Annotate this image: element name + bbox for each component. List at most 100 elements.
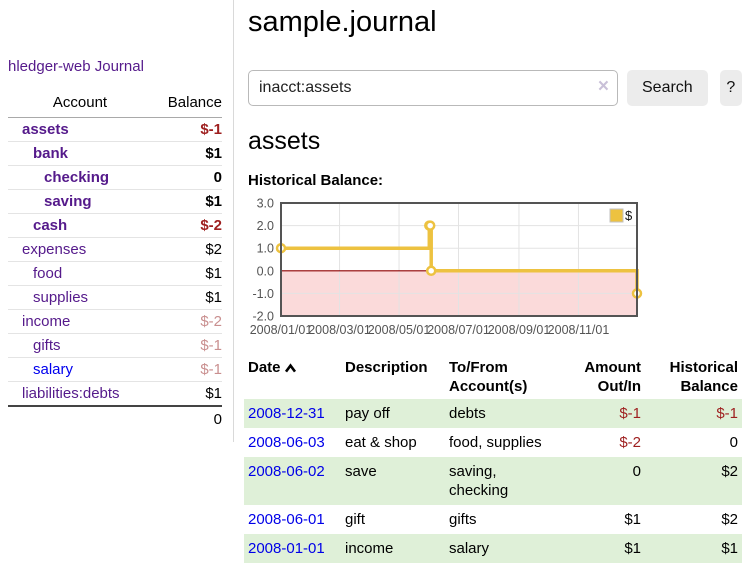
register-header-row: Date Description To/From Account(s) Amou… bbox=[244, 355, 742, 399]
account-row: saving $1 bbox=[8, 189, 222, 214]
account-balance: $1 bbox=[152, 381, 222, 407]
account-row: gifts $-1 bbox=[8, 333, 222, 358]
transaction-row: 2008-01-01 income salary $1 $1 bbox=[244, 534, 742, 563]
transaction-date-link[interactable]: 2008-12-31 bbox=[248, 405, 325, 422]
account-balance: $1 bbox=[152, 285, 222, 310]
sidebar-account-link-bank[interactable]: bank bbox=[33, 145, 69, 162]
transaction-balance: $2 bbox=[721, 463, 738, 480]
sidebar-account-link-expenses[interactable]: expenses bbox=[22, 241, 87, 258]
sidebar-account-link-cash[interactable]: cash bbox=[33, 217, 68, 234]
data-point-marker bbox=[424, 220, 436, 231]
transaction-accounts: food, supplies bbox=[449, 434, 542, 451]
x-axis-tick-label: 2008/03/01 bbox=[308, 323, 371, 337]
sidebar-account-link-saving[interactable]: saving bbox=[44, 193, 92, 210]
transaction-description: eat & shop bbox=[345, 434, 417, 451]
transaction-amount: $-1 bbox=[619, 405, 641, 422]
sidebar-item-journal[interactable]: Journal bbox=[94, 58, 144, 75]
search-input[interactable] bbox=[248, 70, 618, 106]
account-row: salary $-1 bbox=[8, 357, 222, 382]
account-row: expenses $2 bbox=[8, 237, 222, 262]
app-title-link[interactable]: hledger-web bbox=[8, 58, 91, 75]
transaction-date-link[interactable]: 2008-01-01 bbox=[248, 540, 325, 557]
clear-search-icon[interactable]: × bbox=[597, 76, 609, 97]
account-balance: $-2 bbox=[152, 309, 222, 334]
chart-legend: $ bbox=[609, 208, 633, 223]
accounts-total-value: 0 bbox=[152, 405, 222, 432]
transaction-date-link[interactable]: 2008-06-02 bbox=[248, 463, 325, 480]
account-balance: $-1 bbox=[152, 333, 222, 358]
help-button[interactable]: ? bbox=[719, 70, 742, 106]
x-axis-tick-label: 2008/11/01 bbox=[548, 323, 610, 337]
account-balance: $1 bbox=[152, 189, 222, 214]
transaction-accounts: saving, checking bbox=[449, 463, 509, 499]
transaction-description: pay off bbox=[345, 405, 390, 422]
x-axis-tick-label: 2008/01/01 bbox=[250, 323, 313, 337]
account-balance: 0 bbox=[152, 165, 222, 190]
data-point-marker bbox=[425, 265, 437, 277]
sidebar-account-link-gifts[interactable]: gifts bbox=[33, 337, 61, 354]
accounts-header-row: Account Balance bbox=[8, 91, 222, 118]
transaction-balance: 0 bbox=[729, 434, 738, 451]
y-axis-tick-label: -1.0 bbox=[252, 287, 274, 301]
register-header-date: Date bbox=[244, 355, 341, 399]
transaction-description: gift bbox=[345, 511, 366, 528]
account-balance: $-1 bbox=[152, 357, 222, 382]
transaction-balance: $2 bbox=[721, 511, 738, 528]
sidebar-account-link-salary[interactable]: salary bbox=[33, 361, 74, 378]
accounts-header-balance: Balance bbox=[152, 91, 222, 118]
register-header-date-label: Date bbox=[248, 359, 281, 376]
transaction-amount: 0 bbox=[632, 463, 641, 480]
account-balance: $2 bbox=[152, 237, 222, 262]
sidebar-account-link-food[interactable]: food bbox=[33, 265, 63, 282]
balance-chart-svg: $3.0 2.0 1.0 0.0 -1.0 -2.02008/01/012008/03/0… bbox=[250, 197, 643, 337]
account-row: checking 0 bbox=[8, 165, 222, 190]
register-header-balance: Historical Balance bbox=[669, 359, 738, 395]
account-row: assets $-1 bbox=[8, 117, 222, 142]
page-title: sample.journal bbox=[248, 6, 437, 38]
transaction-balance: $1 bbox=[721, 540, 738, 557]
transaction-date-link[interactable]: 2008-06-03 bbox=[248, 434, 325, 451]
transaction-row: 2008-12-31 pay off debts $-1 $-1 bbox=[244, 399, 742, 428]
transaction-accounts: gifts bbox=[449, 511, 477, 528]
accounts-total-spacer bbox=[8, 405, 152, 432]
account-balance: $-1 bbox=[152, 117, 222, 142]
transaction-row: 2008-06-01 gift gifts $1 $2 bbox=[244, 505, 742, 534]
sidebar-account-link-liabilities-debts[interactable]: liabilities:debts bbox=[22, 385, 120, 402]
svg-text:$: $ bbox=[625, 208, 633, 223]
register-table: Date Description To/From Account(s) Amou… bbox=[244, 355, 742, 563]
y-axis-tick-label: 1.0 bbox=[257, 242, 274, 256]
transaction-amount: $1 bbox=[624, 540, 641, 557]
register-header-description: Description bbox=[345, 359, 428, 376]
transaction-amount: $1 bbox=[624, 511, 641, 528]
chart-title: Historical Balance: bbox=[248, 172, 384, 189]
y-axis-tick-label: 3.0 bbox=[257, 197, 274, 211]
sidebar-account-link-checking[interactable]: checking bbox=[44, 169, 110, 186]
sidebar-account-link-income[interactable]: income bbox=[22, 313, 71, 330]
y-axis-tick-label: 2.0 bbox=[257, 219, 274, 233]
transaction-accounts: debts bbox=[449, 405, 486, 422]
x-axis-tick-label: 2008/07/01 bbox=[427, 323, 490, 337]
sidebar-account-link-assets[interactable]: assets bbox=[22, 121, 69, 138]
accounts-tbody: assets $-1 bank $1 checking 0 saving $1 cash $-2 e… bbox=[8, 117, 222, 407]
transaction-date-link[interactable]: 2008-06-01 bbox=[248, 511, 325, 528]
transaction-balance: $-1 bbox=[716, 405, 738, 422]
transaction-row: 2008-06-03 eat & shop food, supplies $-2 0 bbox=[244, 428, 742, 457]
search-button[interactable]: Search bbox=[627, 70, 708, 106]
sidebar-account-link-supplies[interactable]: supplies bbox=[33, 289, 89, 306]
account-row: food $1 bbox=[8, 261, 222, 286]
account-row: income $-2 bbox=[8, 309, 222, 334]
account-balance: $-2 bbox=[152, 213, 222, 238]
sidebar: hledger-web Journal Account Balance asse… bbox=[0, 0, 234, 442]
account-balance: $1 bbox=[152, 261, 222, 286]
transaction-row: 2008-06-02 save saving, checking 0 $2 bbox=[244, 457, 742, 505]
transaction-accounts: salary bbox=[449, 540, 490, 557]
y-axis-tick-label: 0.0 bbox=[257, 264, 274, 278]
main-content: sample.journal × Search ? assets Histori… bbox=[244, 0, 742, 563]
account-row: cash $-2 bbox=[8, 213, 222, 238]
account-row: bank $1 bbox=[8, 141, 222, 166]
accounts-table: Account Balance assets $-1 bank $1 checking 0… bbox=[8, 91, 222, 432]
x-axis-tick-label: 2008/05/01 bbox=[368, 323, 431, 337]
sort-ascending-icon bbox=[284, 360, 297, 377]
y-axis-tick-label: -2.0 bbox=[252, 310, 274, 324]
x-axis-tick-label: 2008/09/01 bbox=[488, 323, 551, 337]
